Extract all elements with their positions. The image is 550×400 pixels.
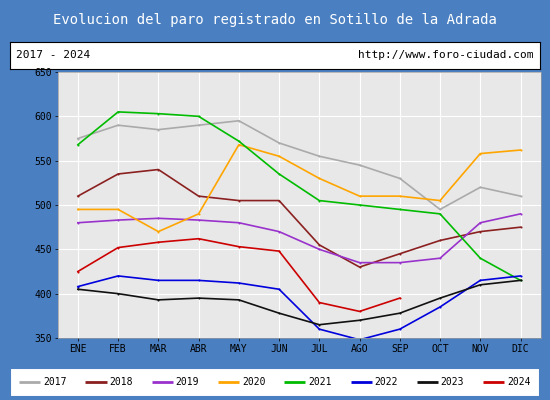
Text: 2019: 2019 (175, 378, 199, 387)
Text: 2017 - 2024: 2017 - 2024 (16, 50, 91, 60)
Text: 2022: 2022 (375, 378, 398, 387)
Text: 2018: 2018 (109, 378, 133, 387)
Text: 2021: 2021 (308, 378, 332, 387)
Text: 2017: 2017 (43, 378, 67, 387)
Text: Evolucion del paro registrado en Sotillo de la Adrada: Evolucion del paro registrado en Sotillo… (53, 13, 497, 27)
Text: 2020: 2020 (242, 378, 265, 387)
Text: http://www.foro-ciudad.com: http://www.foro-ciudad.com (358, 50, 534, 60)
Text: 2024: 2024 (507, 378, 530, 387)
Text: 2023: 2023 (441, 378, 464, 387)
